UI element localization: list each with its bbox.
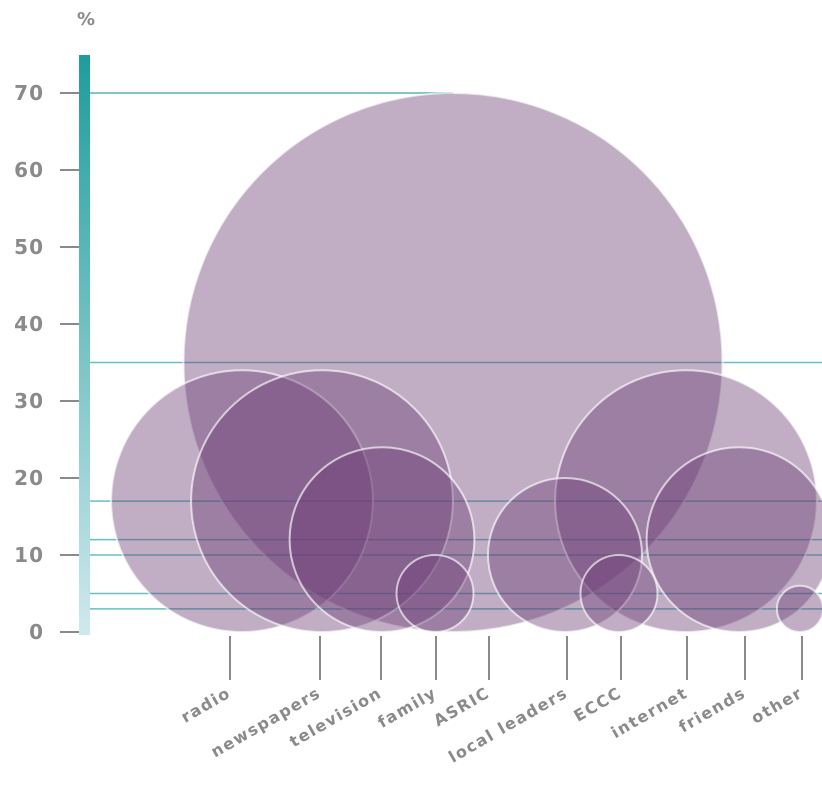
y-tick-label: 0 bbox=[29, 620, 44, 644]
bubble-radio bbox=[110, 369, 374, 633]
x-tick-label: friends bbox=[675, 683, 749, 736]
x-tick-label: ASRIC bbox=[430, 683, 493, 730]
y-axis-ticks: 0 10 20 30 40 50 60 70 bbox=[14, 81, 79, 644]
y-axis-bar bbox=[79, 55, 90, 635]
bubble-other bbox=[775, 584, 822, 633]
y-axis-label: % bbox=[77, 9, 95, 30]
bubble-family bbox=[395, 554, 475, 633]
x-tick-label: ECCC bbox=[570, 683, 625, 726]
x-tick-label: radio bbox=[178, 683, 234, 727]
bubble-newspapers bbox=[190, 369, 454, 633]
y-tick-label: 30 bbox=[14, 389, 44, 413]
y-tick-label: 10 bbox=[14, 543, 44, 567]
x-axis-ticks: radionewspaperstelevisionfamilyASRICloca… bbox=[178, 636, 806, 767]
bubble-local-leaders bbox=[487, 477, 643, 633]
bubble-internet bbox=[554, 369, 818, 633]
y-tick-label: 50 bbox=[14, 235, 44, 259]
y-tick-label: 60 bbox=[14, 158, 44, 182]
y-tick-label: 70 bbox=[14, 81, 44, 105]
x-tick-label: other bbox=[748, 683, 806, 728]
bubble-eccc bbox=[579, 554, 659, 633]
bubbles bbox=[110, 92, 822, 633]
bubble-asric bbox=[182, 92, 724, 633]
y-tick-label: 20 bbox=[14, 466, 44, 490]
bubble-friends bbox=[645, 446, 822, 633]
y-tick-label: 40 bbox=[14, 312, 44, 336]
guide-lines bbox=[90, 92, 822, 610]
x-tick-label: family bbox=[374, 683, 440, 732]
bubble-television bbox=[288, 446, 476, 633]
